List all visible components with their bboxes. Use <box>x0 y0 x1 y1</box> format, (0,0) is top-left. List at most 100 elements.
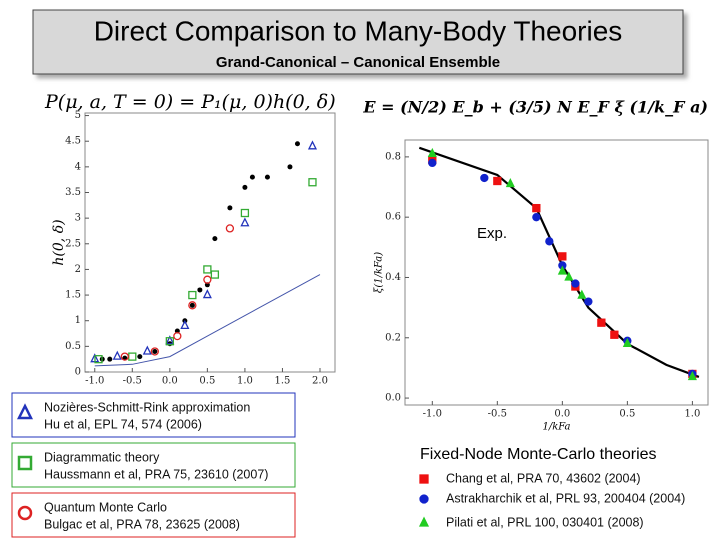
marker <box>428 158 437 168</box>
y-tick-label: 3 <box>75 213 81 224</box>
x-tick-label: 0.5 <box>199 376 215 387</box>
y-tick-label: 0.8 <box>385 151 401 162</box>
marker <box>240 208 250 218</box>
marker <box>577 289 587 299</box>
marker <box>584 297 593 306</box>
y-tick-label: 4 <box>75 161 81 172</box>
x-tick-label: 1.5 <box>274 376 290 387</box>
marker <box>203 265 212 274</box>
marker <box>418 516 430 527</box>
marker <box>480 173 489 183</box>
formula: E = (N/2) E_b + (3/5) N E_F ξ (1/k_F a) <box>362 98 708 117</box>
plot-frame <box>84 112 336 373</box>
x-tick-label: 1.0 <box>237 376 253 387</box>
y-tick-label: 1 <box>75 315 81 326</box>
y-tick-label: 0.6 <box>385 212 401 223</box>
marker <box>152 348 158 354</box>
marker <box>687 371 697 381</box>
legend-label: Quantum Monte Carlo <box>44 500 167 514</box>
legend-label: Chang et al, PRA 70, 43602 (2004) <box>446 471 641 485</box>
marker <box>142 345 152 355</box>
x-tick-label: -1.0 <box>423 409 442 420</box>
y-tick-label: 1.5 <box>65 290 81 301</box>
marker <box>137 354 143 360</box>
marker <box>17 505 33 521</box>
y-tick-label: 0.4 <box>385 272 401 283</box>
title-box <box>32 9 684 75</box>
marker <box>571 279 580 288</box>
marker <box>308 178 317 187</box>
marker <box>307 140 318 150</box>
legend-label: Astrakharchik et al, PRL 93, 200404 (200… <box>446 491 685 505</box>
plot-frame <box>404 139 709 406</box>
legend-box <box>11 392 296 438</box>
marker <box>94 355 103 364</box>
marker <box>558 252 567 261</box>
x-tick-label: 0.0 <box>162 376 178 387</box>
y-tick-label: 0.2 <box>385 332 401 343</box>
y-tick-label: 0 <box>75 367 81 378</box>
marker <box>227 205 233 211</box>
marker <box>419 474 429 484</box>
marker <box>150 347 159 356</box>
legend-box <box>11 442 296 488</box>
marker <box>557 265 567 275</box>
marker <box>203 275 212 284</box>
marker <box>545 237 554 246</box>
slide-subtitle: Grand-Canonical – Canonical Ensemble <box>216 54 500 71</box>
marker <box>165 335 175 345</box>
y-tick-label: 5 <box>75 110 81 121</box>
curve <box>418 146 700 378</box>
slide-title: Direct Comparison to Many-Body Theories <box>94 15 623 46</box>
marker <box>249 174 255 180</box>
marker <box>188 301 197 310</box>
marker <box>189 302 195 308</box>
marker <box>294 141 300 147</box>
y-tick-label: 0.0 <box>385 393 401 404</box>
x-tick-label: 0.0 <box>554 409 570 420</box>
legend-citation: Bulgac et al, PRA 78, 23625 (2008) <box>44 517 240 531</box>
marker <box>17 455 33 471</box>
marker <box>532 203 541 213</box>
curve <box>94 274 321 367</box>
x-tick-label: 0.5 <box>619 409 635 420</box>
y-tick-label: 4.5 <box>65 136 81 147</box>
y-tick-label: 3.5 <box>65 187 81 198</box>
annotation: Exp. <box>477 225 507 242</box>
marker <box>112 350 122 360</box>
marker <box>180 319 190 329</box>
marker <box>564 271 574 281</box>
marker <box>173 331 182 341</box>
legend-label: Pilati et al, PRL 100, 030401 (2008) <box>446 515 644 529</box>
marker <box>16 403 34 420</box>
marker <box>242 184 248 190</box>
marker <box>107 356 113 362</box>
marker <box>597 318 606 327</box>
marker <box>210 270 220 279</box>
marker <box>427 147 437 158</box>
marker <box>287 164 293 170</box>
x-tick-label: -0.5 <box>123 376 142 387</box>
marker <box>165 337 174 346</box>
legend-citation: Haussmann et al, PRA 75, 23610 (2007) <box>44 467 268 481</box>
x-tick-label: -0.5 <box>488 409 507 420</box>
marker <box>188 290 197 300</box>
marker <box>212 236 218 242</box>
marker <box>264 174 270 180</box>
formula: P(μ, a, T = 0) = P₁(μ, 0)h(0, δ) <box>44 91 336 113</box>
x-axis-label: 1/kFa <box>542 422 570 433</box>
marker <box>128 352 137 361</box>
marker <box>622 337 632 347</box>
legend-box <box>11 492 296 538</box>
legend-label: Nozières-Schmitt-Rink approximation <box>44 400 250 414</box>
x-tick-label: -1.0 <box>85 376 104 387</box>
marker <box>505 178 515 188</box>
marker <box>225 224 235 233</box>
y-tick-label: 2 <box>75 264 81 275</box>
marker <box>240 217 250 227</box>
marker <box>493 176 502 186</box>
marker <box>610 330 619 339</box>
marker <box>419 494 429 504</box>
marker <box>202 289 212 299</box>
